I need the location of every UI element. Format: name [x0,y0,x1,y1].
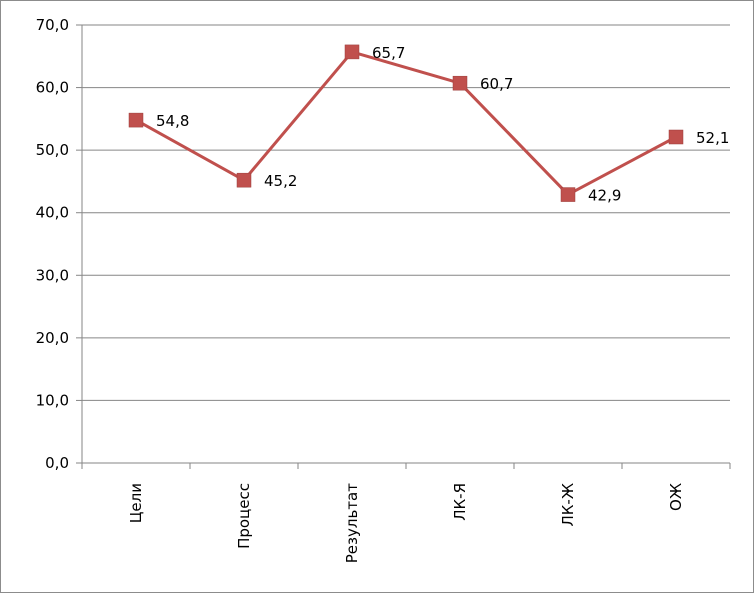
x-tick-label: Процесс [235,483,253,549]
series-layer [128,44,684,202]
y-tick-labels: 0,0 10,0 20,0 30,0 40,0 50,0 60,0 70,0 [36,16,69,472]
y-tick-label: 0,0 [45,454,69,472]
y-tick-label: 30,0 [36,266,69,284]
axes [76,24,731,469]
data-label: 42,9 [588,187,621,205]
y-tick-label: 20,0 [36,329,69,347]
gridlines [82,24,730,401]
data-point-marker [344,44,360,60]
data-label: 65,7 [372,44,405,62]
x-tick-label: ЛК-Ж [559,483,577,527]
series-line [135,50,677,197]
x-tick-label: Цели [127,483,145,523]
data-labels: 54,8 45,2 65,7 60,7 42,9 52,1 [156,44,729,205]
data-point-marker [128,112,144,128]
y-tick-label: 40,0 [36,204,69,222]
data-point-marker [452,75,468,91]
data-point-marker [668,129,684,145]
y-tick-label: 60,0 [36,79,69,97]
x-tick-label: ЛК-Я [451,483,469,521]
data-point-marker [560,187,576,202]
data-label: 52,1 [696,129,729,147]
y-tick-label: 70,0 [36,16,69,34]
y-tick-label: 10,0 [36,391,69,409]
data-point-marker [236,172,252,188]
data-label: 60,7 [480,75,513,93]
x-tick-labels: Цели Процесс Результат ЛК-Я ЛК-Ж ОЖ [127,483,685,563]
y-tick-label: 50,0 [36,141,69,159]
x-tick-label: Результат [343,483,361,563]
data-label: 45,2 [264,172,297,190]
x-tick-label: ОЖ [667,483,685,511]
data-label: 54,8 [156,112,189,130]
